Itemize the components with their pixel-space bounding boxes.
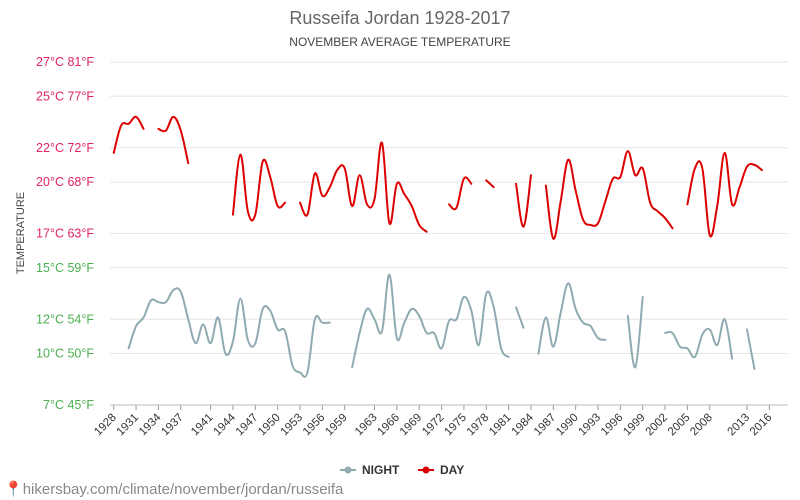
x-tick-label: 1956 <box>301 412 328 439</box>
y-tick-label: 25°C 77°F <box>36 89 94 103</box>
night-series-line <box>537 282 607 355</box>
day-series-line <box>448 176 473 211</box>
y-axis-label: TEMPERATURE <box>15 192 27 274</box>
x-tick-label: 1984 <box>509 411 536 438</box>
x-tick-label: 1937 <box>159 412 186 439</box>
source-footer[interactable]: 📍hikersbay.com/climate/november/jordan/r… <box>4 480 343 498</box>
legend-marker-night <box>344 466 352 474</box>
x-tick-label: 1987 <box>532 412 559 439</box>
y-tick-label: 10°C 50°F <box>36 347 94 361</box>
source-url: hikersbay.com/climate/november/jordan/ru… <box>22 481 344 498</box>
night-series-line <box>515 306 525 329</box>
chart-title: Russeifa Jordan 1928-2017 <box>289 8 511 28</box>
day-series-line <box>544 150 674 240</box>
x-tick-label: 1947 <box>234 412 261 439</box>
night-series-line <box>351 273 510 369</box>
y-tick-label: 22°C 72°F <box>36 141 94 155</box>
x-tick-label: 2002 <box>644 412 671 439</box>
y-tick-label: 20°C 68°F <box>36 175 94 189</box>
series-lines <box>112 115 763 378</box>
day-series-line <box>515 174 532 228</box>
y-axis-ticks: 27°C 81°F 25°C 77°F 22°C 72°F 20°C 68°F 17°C… <box>36 55 94 412</box>
y-tick-label: 17°C 63°F <box>36 227 94 241</box>
night-series-line <box>746 328 756 370</box>
location-pin-icon: 📍 <box>4 481 23 498</box>
x-tick-label: 1996 <box>599 412 626 439</box>
day-series-line <box>157 115 190 165</box>
y-tick-label: 27°C 81°F <box>36 55 94 69</box>
x-tick-label: 1972 <box>420 412 447 439</box>
x-tick-label: 1990 <box>554 412 581 439</box>
x-tick-label: 2005 <box>666 412 693 439</box>
day-series-line <box>686 151 763 238</box>
x-tick-label: 1953 <box>279 412 306 439</box>
x-tick-label: 1944 <box>211 411 238 438</box>
x-tick-label: 1941 <box>189 412 216 439</box>
day-series-line <box>298 141 428 233</box>
legend-label-day: DAY <box>440 463 464 477</box>
x-tick-label: 2013 <box>726 412 753 439</box>
x-tick-label: 1931 <box>115 412 142 439</box>
legend-item-day[interactable]: DAY <box>418 463 464 477</box>
legend[interactable]: NIGHT DAY <box>340 463 464 477</box>
legend-item-night[interactable]: NIGHT <box>340 463 400 477</box>
legend-label-night: NIGHT <box>362 463 400 477</box>
day-series-line <box>485 179 495 189</box>
day-series-line <box>231 153 287 222</box>
night-series-line <box>664 318 734 360</box>
night-series-line <box>626 295 644 369</box>
x-tick-label: 1966 <box>375 412 402 439</box>
x-tick-label: 1928 <box>92 412 119 439</box>
day-series-line <box>112 115 145 154</box>
chart-subtitle: NOVEMBER AVERAGE TEMPERATURE <box>289 35 511 49</box>
x-tick-label: 1950 <box>256 412 283 439</box>
night-series-line <box>127 287 331 378</box>
x-tick-label: 1975 <box>442 412 469 439</box>
x-tick-label: 1963 <box>353 412 380 439</box>
x-tick-label: 1999 <box>621 412 648 439</box>
x-tick-label: 2016 <box>748 412 775 439</box>
y-tick-label: 12°C 54°F <box>36 312 94 326</box>
x-tick-label: 1934 <box>137 411 164 438</box>
x-tick-label: 1978 <box>465 412 492 439</box>
x-tick-label: 1959 <box>323 412 350 439</box>
y-tick-label: 7°C 45°F <box>43 398 94 412</box>
x-tick-label: 1993 <box>577 412 604 439</box>
legend-marker-day <box>422 466 430 474</box>
y-tick-label: 15°C 59°F <box>36 261 94 275</box>
x-tick-label: 1969 <box>398 412 425 439</box>
x-tick-label: 2008 <box>688 412 715 439</box>
x-tick-label: 1981 <box>487 412 514 439</box>
grid-lines <box>110 61 788 406</box>
